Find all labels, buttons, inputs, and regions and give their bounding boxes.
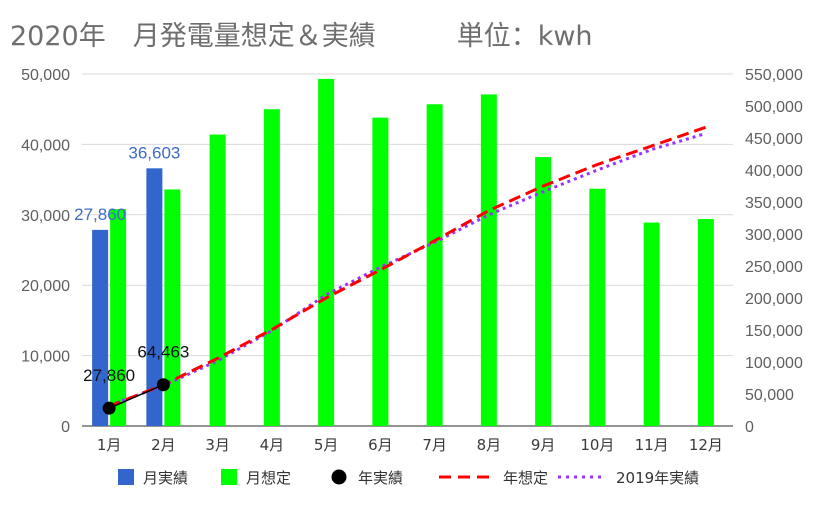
line-2019-actual: [108, 132, 707, 407]
bar-monthly-plan: [318, 78, 335, 426]
y-left-tick-label: 20,000: [21, 278, 70, 295]
bar-monthly-actual: [146, 168, 163, 426]
bar-monthly-actual: [92, 229, 109, 426]
y-right-tick-label: 450,000: [745, 131, 803, 148]
x-tick-label: 7月: [422, 436, 447, 454]
y-right-tick-label: 250,000: [745, 259, 803, 276]
x-tick-label: 10月: [580, 436, 614, 454]
bar-monthly-plan: [480, 94, 497, 426]
bar-monthly-plan: [263, 109, 280, 426]
x-tick-label: 6月: [368, 436, 393, 454]
line-annual-actual: [108, 384, 164, 409]
legend-label: 月実績: [143, 469, 188, 487]
x-tick-label: 8月: [477, 436, 502, 454]
point-annual-actual: [156, 378, 170, 392]
y-right-tick-label: 0: [745, 419, 754, 436]
y-right-tick-label: 500,000: [745, 99, 803, 116]
point-data-label: 64,463: [137, 343, 189, 362]
legend-swatch: [331, 469, 347, 485]
x-tick-label: 11月: [635, 436, 669, 454]
legend-label: 年実績: [358, 469, 403, 487]
point-annual-actual: [102, 401, 116, 415]
y-right-tick-label: 400,000: [745, 163, 803, 180]
y-left-tick-label: 40,000: [21, 137, 70, 154]
x-tick-label: 2月: [151, 436, 176, 454]
y-left-tick-label: 0: [61, 419, 70, 436]
bar-monthly-plan: [643, 222, 660, 426]
x-tick-label: 5月: [314, 436, 339, 454]
chart-title: 2020年 月発電量想定＆実績 単位：kwh: [10, 21, 593, 52]
y-right-tick-label: 150,000: [745, 323, 803, 340]
bar-data-label: 27,860: [74, 205, 126, 224]
bar-monthly-plan: [372, 117, 389, 426]
x-tick-label: 1月: [97, 436, 122, 454]
y-right-tick-label: 300,000: [745, 227, 803, 244]
bar-monthly-plan: [164, 189, 181, 426]
y-right-tick-label: 550,000: [745, 67, 803, 84]
bar-monthly-plan: [535, 157, 552, 426]
legend-swatch: [221, 469, 237, 485]
bar-monthly-plan: [110, 209, 127, 426]
y-right-tick-label: 100,000: [745, 355, 803, 372]
x-tick-label: 9月: [531, 436, 556, 454]
x-tick-label: 3月: [205, 436, 230, 454]
legend-label: 月想定: [246, 469, 291, 487]
bar-monthly-plan: [426, 104, 443, 426]
y-right-tick-label: 200,000: [745, 291, 803, 308]
legend-swatch: [118, 469, 134, 485]
y-right-tick-label: 350,000: [745, 195, 803, 212]
x-tick-label: 12月: [689, 436, 723, 454]
bar-monthly-plan: [697, 219, 714, 426]
x-tick-label: 4月: [260, 436, 285, 454]
bar-monthly-plan: [209, 134, 226, 426]
y-left-tick-label: 10,000: [21, 349, 70, 366]
y-right-tick-label: 50,000: [745, 387, 794, 404]
line-annual-plan: [108, 125, 707, 408]
legend-label: 年想定: [503, 469, 548, 487]
y-left-tick-label: 50,000: [21, 67, 70, 84]
bar-data-label: 36,603: [128, 143, 180, 162]
legend-label: 2019年実績: [616, 469, 699, 487]
point-data-label: 27,860: [83, 366, 135, 385]
bar-monthly-plan: [589, 188, 606, 426]
y-left-tick-label: 30,000: [21, 208, 70, 225]
